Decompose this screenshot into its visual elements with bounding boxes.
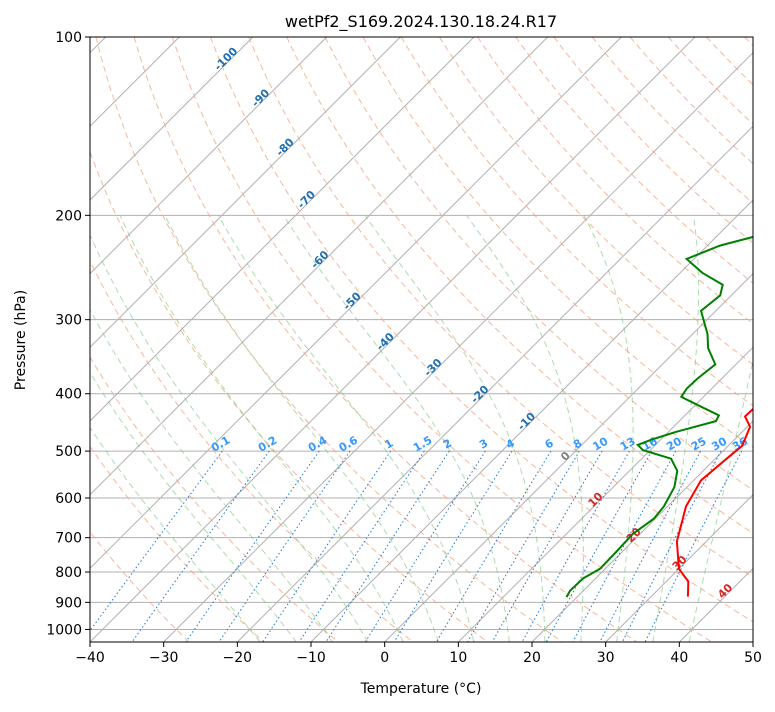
x-tick-label: 40 bbox=[670, 650, 688, 666]
isotherm-line bbox=[0, 37, 400, 642]
dry-adiabat bbox=[707, 37, 775, 642]
x-tick-label: 50 bbox=[744, 650, 762, 666]
isotherm-label: 40 bbox=[715, 581, 735, 601]
y-tick-label: 700 bbox=[55, 531, 82, 547]
isotherm-label: -70 bbox=[295, 188, 318, 211]
mixing-ratio-line bbox=[263, 451, 391, 642]
y-tick-label: 300 bbox=[55, 313, 82, 329]
x-axis-label: Temperature (°C) bbox=[360, 681, 482, 697]
moist-adiabat bbox=[218, 215, 474, 642]
mixing-ratio-line bbox=[132, 451, 269, 642]
x-tick-label: −30 bbox=[149, 650, 179, 666]
dry-adiabat bbox=[0, 37, 264, 642]
moist-adiabat bbox=[82, 215, 368, 642]
isotherm-line bbox=[532, 37, 775, 642]
isotherm-line bbox=[237, 37, 775, 642]
mixing-ratio-line bbox=[365, 451, 485, 642]
moist-adiabat bbox=[689, 215, 775, 642]
moist-adiabat bbox=[120, 215, 403, 642]
dry-adiabat bbox=[745, 37, 775, 642]
y-axis-label: Pressure (hPa) bbox=[13, 290, 29, 390]
isotherm-label: -60 bbox=[308, 248, 331, 271]
isotherm-label: -40 bbox=[374, 330, 397, 353]
y-tick-label: 800 bbox=[55, 565, 82, 581]
y-tick-label: 400 bbox=[55, 387, 82, 403]
isotherm-line bbox=[16, 37, 621, 642]
y-tick-label: 200 bbox=[55, 208, 82, 224]
mixing-ratio-label: 2 bbox=[441, 437, 454, 452]
isotherm-label: -100 bbox=[212, 44, 241, 73]
isotherm-label: 10 bbox=[586, 490, 606, 510]
mixing-ratio-line bbox=[436, 451, 551, 642]
y-tick-label: 500 bbox=[55, 444, 82, 460]
x-tick-label: 30 bbox=[597, 650, 615, 666]
x-tick-label: 0 bbox=[380, 650, 389, 666]
isotherm-line bbox=[753, 37, 775, 642]
dry-adiabat bbox=[592, 37, 775, 642]
isotherm-label: -80 bbox=[273, 135, 296, 158]
x-tick-label: −20 bbox=[223, 650, 253, 666]
x-tick-label: −40 bbox=[75, 650, 105, 666]
axis-ticks: −40 −30 −20 −10 0 10 20 30 40 50 100 200 300 400 500 60… bbox=[46, 30, 762, 666]
dry-adiabat bbox=[58, 37, 488, 642]
moist-adiabat bbox=[365, 215, 545, 642]
isotherm-label: -20 bbox=[468, 383, 491, 406]
y-tick-label: 600 bbox=[55, 491, 82, 507]
mixing-ratio-label: 3 bbox=[477, 437, 490, 452]
isotherm-label: -90 bbox=[249, 86, 272, 109]
temperature-profile-line bbox=[677, 37, 775, 597]
isotherm-line bbox=[0, 37, 253, 642]
mixing-ratio-label: 6 bbox=[543, 436, 556, 451]
dewpoint-profile-line bbox=[567, 37, 775, 597]
x-tick-label: 20 bbox=[523, 650, 541, 666]
y-tick-label: 100 bbox=[55, 30, 82, 46]
profile-lines bbox=[567, 37, 775, 597]
chart-title: wetPf2_S169.2024.130.18.24.R17 bbox=[285, 12, 557, 32]
y-tick-label: 900 bbox=[55, 595, 82, 611]
dry-adiabat bbox=[554, 37, 775, 642]
isotherm-line bbox=[679, 37, 775, 642]
isotherm-label: -50 bbox=[341, 289, 364, 312]
isotherm-label: -30 bbox=[421, 356, 444, 379]
mixing-ratio-line bbox=[326, 451, 449, 642]
dry-adiabat bbox=[20, 37, 413, 642]
mixing-ratio-line bbox=[600, 451, 701, 642]
mixing-ratio-line bbox=[573, 451, 676, 642]
mixing-ratio-line bbox=[299, 451, 424, 642]
dry-adiabat bbox=[172, 37, 711, 642]
x-tick-label: 10 bbox=[449, 650, 467, 666]
x-tick-label: −10 bbox=[296, 650, 326, 666]
y-tick-label: 1000 bbox=[46, 622, 82, 638]
dry-adiabat bbox=[668, 37, 775, 642]
isotherm-label: -10 bbox=[515, 410, 538, 433]
mixing-ratio-label: 4 bbox=[504, 436, 517, 451]
isotherm-line bbox=[0, 37, 327, 642]
dry-adiabat bbox=[0, 37, 338, 642]
moist-adiabat bbox=[0, 215, 260, 642]
isotherm-line bbox=[0, 37, 474, 642]
